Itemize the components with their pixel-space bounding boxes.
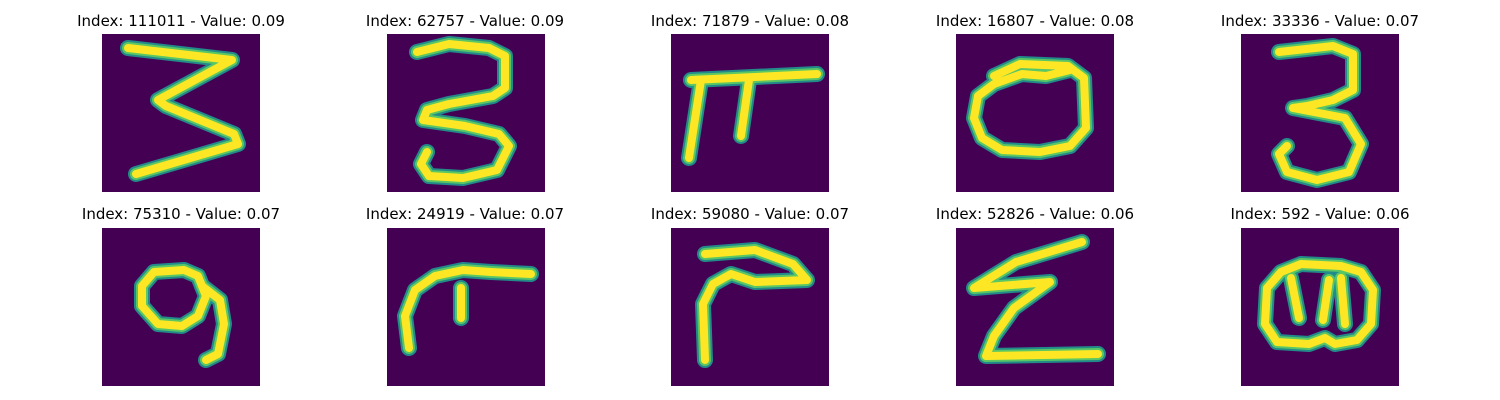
digit-stroke [198,282,228,364]
digit-stroke [699,246,811,364]
digit-stroke [970,60,1090,156]
digit-image [102,228,260,386]
digit-image [387,228,545,386]
panel-title: Index: 24919 - Value: 0.07 [365,205,565,223]
panel-title: Index: 592 - Value: 0.06 [1230,205,1410,223]
digit-image [1241,34,1399,192]
digit-image [671,34,829,192]
digit-image [387,34,545,192]
digit-stroke [737,76,753,140]
panel-title: Index: 33336 - Value: 0.07 [1220,12,1420,30]
digit-stroke [970,238,1102,360]
digit-stroke [685,76,705,162]
panel-title: Index: 52826 - Value: 0.06 [935,205,1135,223]
digit-image [1241,228,1399,386]
image-background [102,228,260,386]
digit-image [956,34,1114,192]
panel-title: Index: 59080 - Value: 0.07 [650,205,850,223]
digit-image [671,228,829,386]
panel-title: Index: 111011 - Value: 0.09 [77,12,285,30]
digit-stroke [124,44,242,178]
digit-stroke [1275,42,1365,184]
digit-stroke [1287,274,1303,322]
digit-stroke [413,40,513,182]
panel-title: Index: 62757 - Value: 0.09 [365,12,565,30]
digit-stroke [401,266,535,352]
digit-image [956,228,1114,386]
digit-stroke [1319,276,1333,324]
image-background [387,34,545,192]
panel-title: Index: 75310 - Value: 0.07 [81,205,281,223]
panel-title: Index: 71879 - Value: 0.08 [650,12,850,30]
digit-stroke [687,70,821,84]
digit-stroke [1337,274,1349,328]
digit-image [102,34,260,192]
panel-title: Index: 16807 - Value: 0.08 [935,12,1135,30]
digit-stroke [1261,260,1377,348]
